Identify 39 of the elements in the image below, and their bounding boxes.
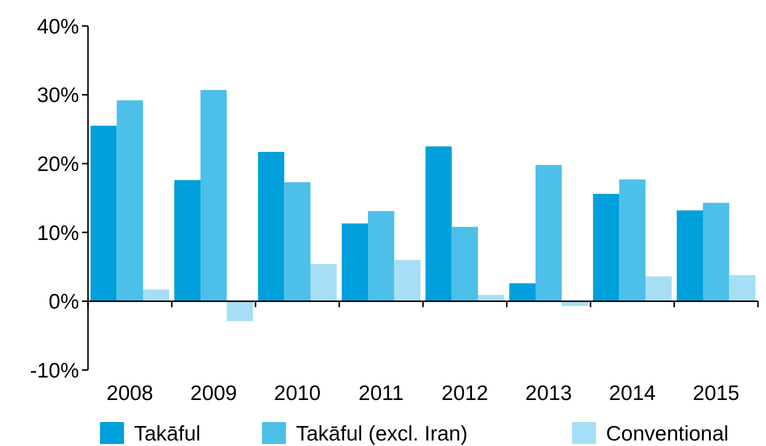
bar xyxy=(174,180,201,302)
bar xyxy=(342,223,368,302)
bar xyxy=(729,275,756,302)
bar xyxy=(509,283,536,302)
bar xyxy=(200,90,227,302)
bar xyxy=(676,210,704,302)
x-tick-label: 2009 xyxy=(190,382,237,405)
x-tick-label: 2015 xyxy=(692,382,740,405)
x-tick-label: 2010 xyxy=(274,382,321,405)
bar xyxy=(90,126,117,302)
x-tick-label: 2014 xyxy=(609,382,656,405)
x-tick-label: 2012 xyxy=(442,382,488,405)
bar xyxy=(226,301,253,322)
bar xyxy=(394,260,420,302)
y-tick-label: 10% xyxy=(36,222,79,245)
bar xyxy=(426,146,452,302)
x-tick-label: 2011 xyxy=(358,382,404,405)
y-tick-label: 30% xyxy=(36,84,79,108)
legend-label: Takāful (excl. Iran) xyxy=(296,422,468,446)
y-tick-label: 0% xyxy=(48,290,79,314)
x-tick-label: 2008 xyxy=(106,382,154,405)
bar xyxy=(645,276,672,302)
bar xyxy=(142,290,170,302)
legend-label: Takāful xyxy=(134,422,201,446)
bar xyxy=(258,152,284,302)
bar xyxy=(593,194,620,302)
y-tick-label: 20% xyxy=(36,152,79,176)
legend-label: Conventional xyxy=(606,422,729,446)
bar xyxy=(703,202,730,302)
y-tick-label: 40% xyxy=(36,15,79,38)
bar xyxy=(284,182,310,302)
bar xyxy=(368,211,394,302)
bar xyxy=(536,164,562,302)
y-tick-label: -10% xyxy=(30,359,79,382)
bar xyxy=(619,179,646,302)
bar xyxy=(116,100,143,302)
bar xyxy=(310,264,337,302)
bar xyxy=(452,226,478,302)
x-tick-label: 2013 xyxy=(525,382,572,405)
